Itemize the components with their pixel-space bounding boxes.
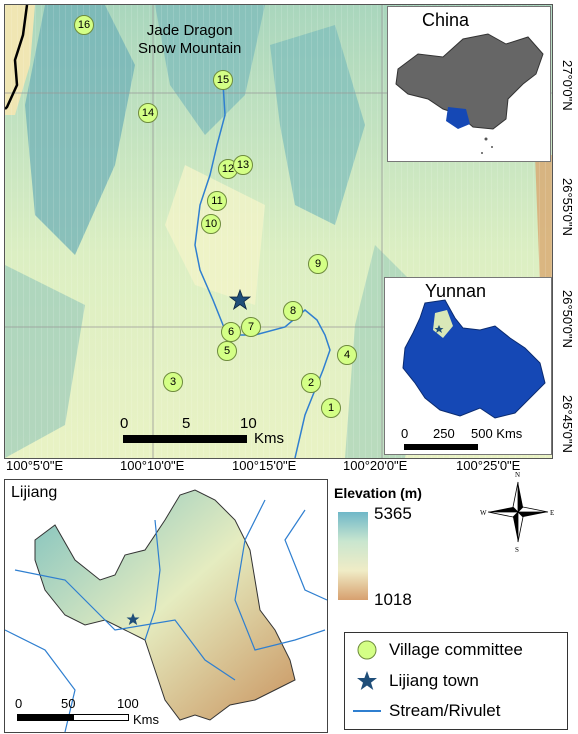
village-marker-label: 8: [289, 305, 297, 317]
village-marker-label: 11: [211, 195, 223, 207]
elevation-color-ramp: [338, 512, 368, 600]
village-marker-label: 12: [221, 163, 235, 175]
village-marker-label: 5: [223, 345, 231, 357]
yunnan-scale-tick-0: 0: [401, 426, 409, 441]
y-tick-26-55: 26°55'0"N: [560, 178, 575, 236]
village-marker-label: 7: [247, 321, 255, 333]
elevation-min-label: 1018: [374, 590, 412, 609]
village-committee-symbol-icon: [357, 640, 377, 660]
village-marker-2: 2: [301, 373, 321, 393]
compass-w: W: [480, 509, 487, 517]
yunnan-scale-tick-250: 250: [433, 426, 455, 441]
scale-tick-5: 5: [182, 415, 191, 432]
scale-segment-2: [185, 435, 247, 443]
village-marker-13: 13: [233, 155, 253, 175]
village-marker-label: 10: [204, 218, 218, 230]
main-map-canvas: [5, 5, 552, 458]
title-line-1: Jade Dragon: [146, 22, 233, 39]
legend-town-row: Lijiang town: [353, 668, 479, 694]
china-inset-title: China: [422, 10, 470, 30]
y-tick-26-45: 26°45'0"N: [560, 395, 575, 453]
village-marker-label: 16: [77, 19, 91, 31]
yunnan-scale-tick-500: 500 Kms: [471, 426, 523, 441]
yunnan-inset-map: Yunnan 0 250 500 Kms: [384, 277, 552, 455]
lijiang-scale-tick-50: 50: [61, 696, 76, 711]
x-tick-100-25: 100°25'0"E: [456, 458, 521, 473]
lijiang-town-star-icon: [229, 289, 251, 311]
main-scale-bar: 0 5 10 Kms: [120, 415, 284, 455]
legend-stream-row: Stream/Rivulet: [353, 698, 500, 724]
legend-town-label: Lijiang town: [389, 671, 479, 690]
lijiang-town-symbol-icon: [357, 671, 377, 690]
lijiang-scale-seg-1: [17, 714, 73, 721]
lijiang-region-icon: [5, 489, 327, 732]
y-tick-26-50: 26°50'0"N: [560, 290, 575, 348]
scale-tick-0: 0: [120, 415, 129, 432]
village-marker-label: 14: [141, 107, 155, 119]
china-inset-map: China: [387, 6, 551, 162]
title-line-2: Snow Mountain: [138, 40, 242, 57]
legend-village-row: Village committee: [353, 637, 523, 663]
village-marker-label: 9: [314, 258, 322, 270]
scale-unit: Kms: [254, 430, 284, 447]
village-marker-label: 6: [227, 326, 235, 338]
lijiang-scale-unit: Kms: [133, 712, 159, 727]
x-tick-100-10: 100°10'0"E: [120, 458, 185, 473]
lijiang-scale-tick-0: 0: [15, 696, 23, 711]
x-tick-100-15: 100°15'0"E: [232, 458, 297, 473]
compass-s: S: [515, 546, 519, 552]
lijiang-map: Lijiang 0 50 100 Kms: [4, 479, 328, 733]
y-tick-27-0: 27°0'0"N: [560, 60, 575, 111]
lijiang-scale-tick-100: 100: [117, 696, 139, 711]
yunnan-outline-icon: [402, 299, 546, 419]
village-marker-5: 5: [217, 341, 237, 361]
main-map-title: Jade Dragon Snow Mountain: [138, 22, 241, 58]
lijiang-scale-seg-2: [73, 714, 129, 721]
x-tick-100-20: 100°20'0"E: [343, 458, 408, 473]
legend-village-label: Village committee: [389, 640, 523, 659]
scale-tick-10: 10: [240, 415, 257, 432]
village-marker-7: 7: [241, 317, 261, 337]
map-legend: Village committee Lijiang town Stream/Ri…: [344, 632, 568, 730]
village-marker-label: 2: [307, 377, 315, 389]
village-marker-11: 11: [207, 191, 227, 211]
compass-rose-icon: N S E W: [480, 471, 554, 552]
main-elevation-map: Jade Dragon Snow Mountain 1 2 3 4 5 6 7 8 9 10 11 1…: [4, 4, 553, 459]
x-tick-100-5: 100°5'0"E: [6, 458, 64, 473]
scale-segment-1: [123, 435, 185, 443]
village-marker-3: 3: [163, 372, 183, 392]
stream-symbol-icon: [353, 710, 381, 712]
village-marker-label: 3: [169, 376, 177, 388]
village-marker-6: 6: [221, 322, 241, 342]
compass-n: N: [515, 471, 520, 479]
village-marker-16: 16: [74, 15, 94, 35]
village-marker-14: 14: [138, 103, 158, 123]
village-marker-9: 9: [308, 254, 328, 274]
yunnan-scale-seg-1: [404, 444, 441, 450]
village-marker-4: 4: [337, 345, 357, 365]
lijiang-scale-bar: 0 50 100 Kms: [13, 696, 173, 728]
lijiang-title: Lijiang: [11, 484, 58, 501]
compass-e: E: [550, 509, 554, 517]
village-marker-label: 1: [327, 402, 335, 414]
elevation-legend-title: Elevation (m): [334, 485, 422, 501]
village-marker-label: 4: [343, 349, 351, 361]
yunnan-scale-bar: 0 250 500 Kms: [397, 426, 547, 452]
village-marker-15: 15: [213, 70, 233, 90]
village-marker-8: 8: [283, 301, 303, 321]
yunnan-scale-seg-2: [441, 444, 478, 450]
yunnan-inset-title: Yunnan: [425, 281, 487, 301]
elevation-max-label: 5365: [374, 504, 412, 523]
village-marker-10: 10: [201, 214, 221, 234]
village-marker-label: 15: [216, 74, 230, 86]
village-marker-1: 1: [321, 398, 341, 418]
village-marker-label: 13: [236, 159, 250, 171]
china-outline-icon: [395, 33, 544, 154]
legend-stream-label: Stream/Rivulet: [389, 701, 501, 720]
